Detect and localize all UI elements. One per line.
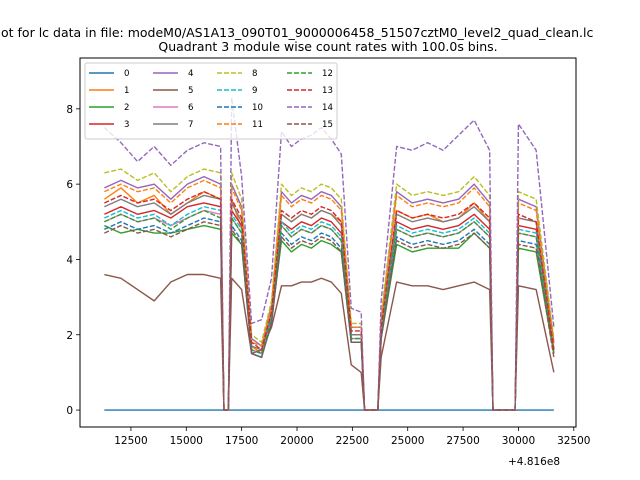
series-line-9	[104, 206, 555, 411]
x-tick-label: 15000	[170, 435, 203, 447]
legend-label-10: 10	[252, 103, 263, 113]
x-tick-label: 25000	[391, 435, 424, 447]
x-tick-label: 12500	[114, 435, 147, 447]
legend-label-7: 7	[188, 120, 193, 130]
series-line-12	[104, 209, 555, 411]
legend-label-2: 2	[124, 103, 129, 113]
y-tick-label: 0	[66, 405, 73, 417]
y-tick-label: 6	[66, 179, 73, 191]
series-line-7	[104, 194, 555, 411]
legend-label-8: 8	[252, 69, 257, 79]
x-tick-label: 32500	[557, 435, 590, 447]
series-line-10	[104, 217, 555, 411]
x-tick-label: 20000	[280, 435, 313, 447]
series-line-4	[104, 175, 555, 411]
legend-label-0: 0	[124, 69, 129, 79]
legend-label-13: 13	[322, 86, 333, 96]
series-lines	[103, 96, 555, 411]
series-line-8	[104, 168, 555, 411]
legend-label-12: 12	[322, 69, 333, 79]
x-axis: 12500 15000 17500 20000 22500 25000 27500 30000…	[114, 427, 590, 447]
legend-label-1: 1	[124, 86, 129, 96]
y-tick-label: 4	[66, 254, 73, 266]
y-tick-label: 8	[66, 104, 73, 116]
y-tick-label: 2	[66, 330, 73, 342]
legend-label-3: 3	[124, 120, 129, 130]
legend-box	[84, 62, 338, 140]
y-axis: 0 2 4 6 8	[66, 104, 80, 417]
figure-suptitle: Plot for lc data in file: modeM0/AS1A13_…	[0, 25, 593, 40]
legend-label-5: 5	[188, 86, 193, 96]
legend-label-4: 4	[188, 69, 193, 79]
legend-label-15: 15	[322, 120, 333, 130]
x-tick-label: 27500	[446, 435, 479, 447]
legend-label-14: 14	[322, 103, 333, 113]
axes-frame	[79, 57, 577, 428]
series-line-15	[104, 221, 555, 411]
series-line-2	[104, 224, 555, 411]
series-line-11	[104, 179, 555, 411]
series-line-3	[104, 202, 555, 411]
legend-label-6: 6	[188, 103, 193, 113]
legend-label-9: 9	[252, 86, 257, 96]
series-line-5	[104, 273, 555, 411]
x-tick-label: 17500	[225, 435, 258, 447]
chart-title: Quadrant 3 module wise count rates with …	[158, 39, 497, 54]
legend-label-11: 11	[252, 120, 263, 130]
series-line-13	[104, 190, 555, 411]
x-tick-label: 22500	[336, 435, 369, 447]
x-offset-label: +4.816e8	[508, 456, 560, 468]
x-tick-label: 30000	[502, 435, 535, 447]
